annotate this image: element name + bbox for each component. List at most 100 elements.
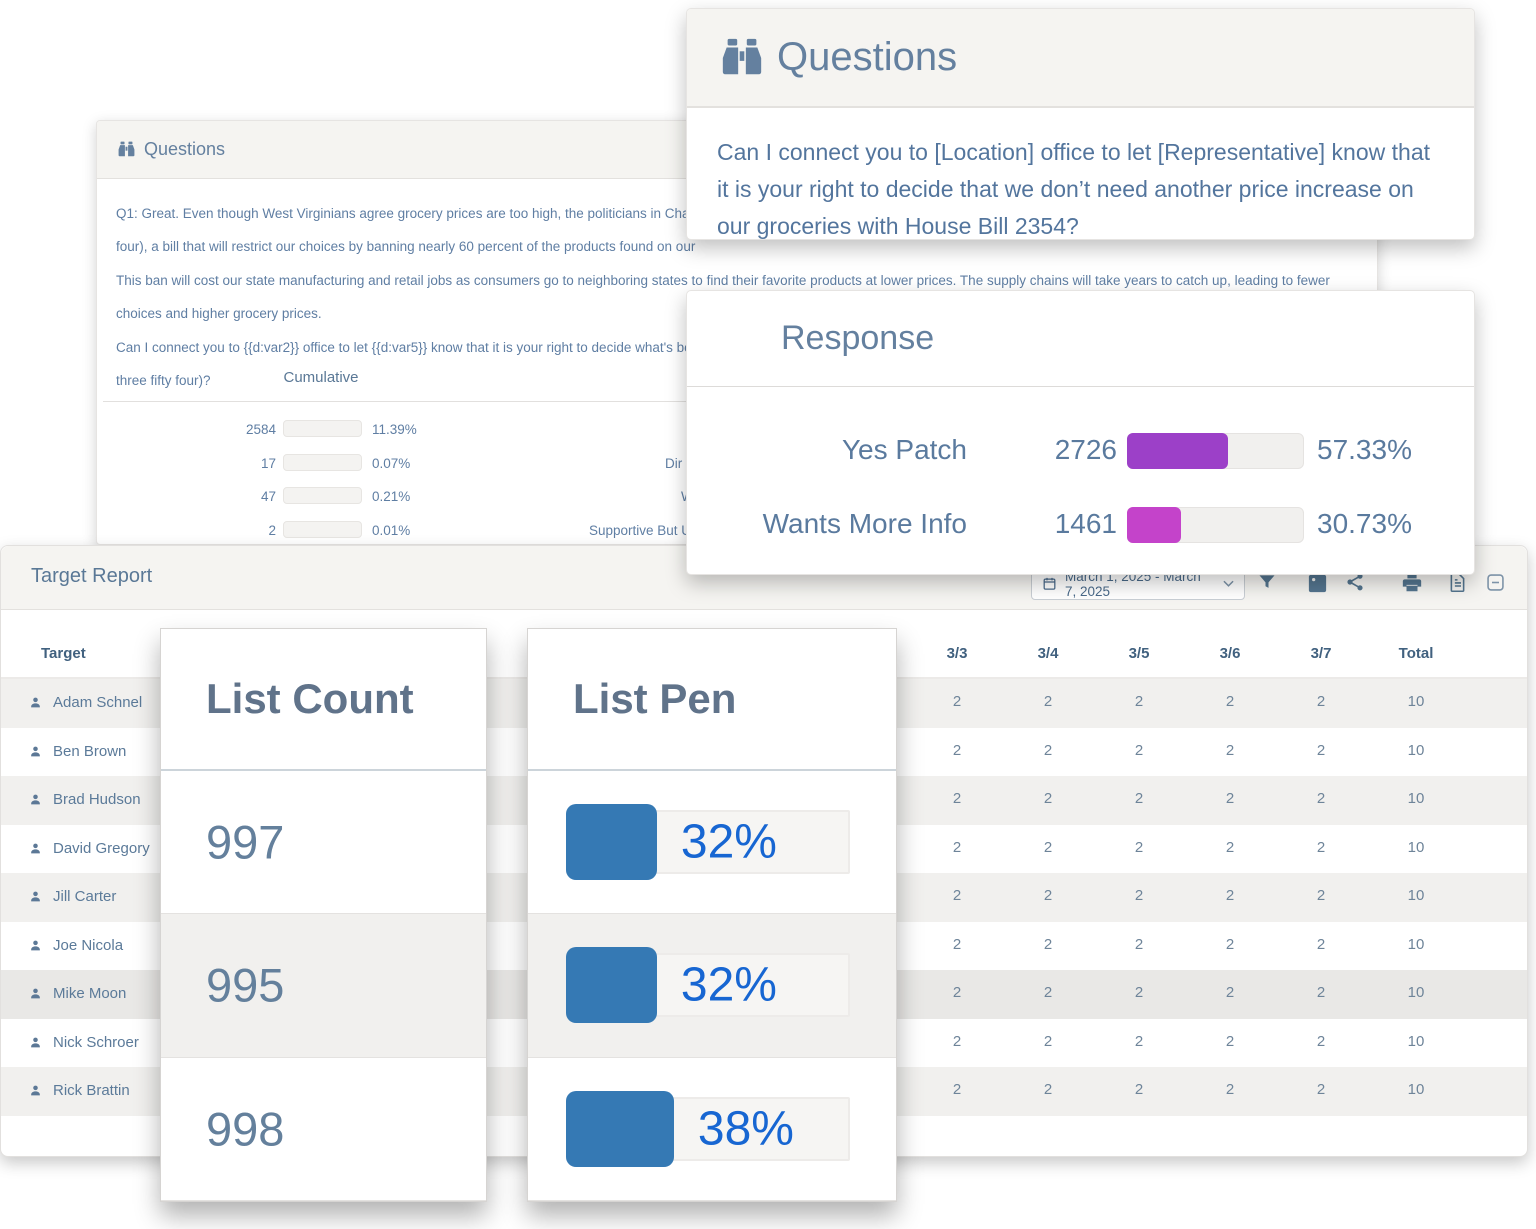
person-icon <box>29 842 42 855</box>
callout-title: List Count <box>206 675 414 722</box>
response-panel: Response Yes Patch 2726 57.33% Wants Mor… <box>686 290 1475 575</box>
target-name: Brad Hudson <box>53 791 141 808</box>
list-count-value: 998 <box>206 1102 285 1156</box>
cell-value: 2 <box>952 984 962 1001</box>
question-text: Can I connect you to [Location] office t… <box>717 139 1430 239</box>
response-row: Wants More Info 1461 30.73% <box>687 505 1474 545</box>
questions-detail-panel: Questions Can I connect you to [Location… <box>686 8 1475 240</box>
collapse-minus-icon[interactable] <box>1485 572 1506 593</box>
cell-value: 2 <box>1225 838 1235 856</box>
panel-title: Response <box>781 319 935 357</box>
list-pen-header: List Pen <box>528 629 896 771</box>
response-count: 1461 <box>1054 508 1117 539</box>
callout-title: List Pen <box>573 675 737 722</box>
column-header: 3/7 <box>1310 645 1332 662</box>
questions-detail-header: Questions <box>687 9 1474 108</box>
cell-value: 2 <box>1134 1032 1144 1050</box>
column-header-total: Total <box>1398 645 1434 662</box>
progress-track <box>283 420 362 437</box>
response-count: 47 <box>260 489 276 504</box>
cell-value: 2 <box>1134 887 1144 904</box>
table-row[interactable]: Joe Nicola 2 2 2 2 2 10 <box>1 922 1527 971</box>
panel-title: Questions <box>777 35 958 79</box>
progress-fill <box>1127 507 1182 543</box>
cumulative-row: 2 0.01% Supportive But Ur <box>97 519 1377 543</box>
report-document-button[interactable] <box>1447 572 1468 593</box>
target-name: Ben Brown <box>53 742 127 760</box>
cell-value: 2 <box>1316 790 1326 807</box>
response-percent: 30.73% <box>1317 508 1412 539</box>
person-icon <box>29 987 42 1000</box>
cell-value: 2 <box>1134 693 1144 710</box>
list-count-value: 995 <box>206 958 285 1012</box>
person-icon <box>29 793 42 806</box>
cell-value: 2 <box>952 887 962 904</box>
cell-value: 2 <box>952 1032 962 1050</box>
binoculars-icon <box>117 140 136 159</box>
progress-percent-label: 38% <box>697 1102 794 1156</box>
cell-value: 2 <box>1134 838 1144 856</box>
cell-total: 10 <box>1407 887 1425 904</box>
cell-value: 2 <box>1225 1032 1235 1050</box>
response-label: Yes Patch <box>841 434 967 465</box>
cell-value: 2 <box>1225 693 1235 710</box>
cell-value: 2 <box>952 1081 962 1098</box>
list-pen-callout: List Pen 32% 32% 38% <box>527 628 897 1202</box>
cumulative-column-header: Cumulative <box>283 369 359 386</box>
cell-value: 2 <box>1316 838 1326 856</box>
response-percent: 11.39% <box>372 422 417 437</box>
panel-title: Questions <box>144 139 226 159</box>
progress-track <box>283 521 362 538</box>
target-name: Jill Carter <box>53 888 117 905</box>
person-icon <box>29 890 42 903</box>
response-count: 17 <box>260 456 276 471</box>
question-text-line: choices and higher grocery prices. <box>116 306 322 322</box>
cell-total: 10 <box>1407 1032 1425 1050</box>
cell-value: 2 <box>952 838 962 856</box>
cell-total: 10 <box>1407 790 1425 807</box>
person-icon <box>29 745 42 758</box>
response-label-truncated: Supportive But Ur <box>589 523 696 538</box>
person-icon <box>29 1084 42 1097</box>
column-header: 3/6 <box>1219 645 1241 662</box>
cell-total: 10 <box>1407 838 1425 856</box>
progress-percent-label: 32% <box>680 815 777 869</box>
cell-total: 10 <box>1407 693 1425 710</box>
question-text-line: three fifty four)? <box>116 373 211 389</box>
progress-fill <box>1127 433 1229 469</box>
cell-value: 2 <box>1225 1081 1235 1098</box>
print-button[interactable] <box>1401 572 1423 594</box>
export-image-button[interactable] <box>1306 572 1329 595</box>
person-icon <box>29 696 42 709</box>
filter-button[interactable] <box>1257 572 1277 592</box>
response-percent: 0.07% <box>372 456 411 471</box>
cumulative-row: 2584 11.39% <box>97 418 1377 442</box>
column-header: 3/5 <box>1128 645 1150 662</box>
binoculars-icon <box>719 35 765 81</box>
table-row[interactable]: David Gregory 2 2 2 2 2 10 <box>1 825 1527 874</box>
target-name: Adam Schnel <box>53 694 143 711</box>
cell-value: 2 <box>1225 887 1235 904</box>
share-button[interactable] <box>1345 572 1365 592</box>
cell-value: 2 <box>1134 984 1144 1001</box>
table-row[interactable]: Nick Schroer 2 2 2 2 2 10 <box>1 1019 1527 1068</box>
cell-total: 10 <box>1407 935 1425 953</box>
cell-value: 2 <box>1316 1081 1326 1098</box>
list-count-cell: 998 <box>161 1058 486 1201</box>
person-icon <box>29 939 42 952</box>
list-count-header: List Count <box>161 629 486 771</box>
list-count-callout: List Count 997 995 998 <box>160 628 487 1202</box>
cell-value: 2 <box>1316 984 1326 1001</box>
response-percent: 0.21% <box>372 489 411 504</box>
column-header: 3/4 <box>1037 645 1059 662</box>
cell-value: 2 <box>952 790 962 807</box>
question-text-line: This ban will cost our state manufacturi… <box>116 272 1330 288</box>
cell-value: 2 <box>1043 838 1053 856</box>
calendar-icon <box>1042 576 1057 591</box>
cell-value: 2 <box>1225 741 1235 759</box>
cell-value: 2 <box>1134 935 1144 953</box>
table-row[interactable]: Ben Brown 2 2 2 2 2 10 <box>1 728 1527 777</box>
cell-value: 2 <box>1225 790 1235 807</box>
cell-value: 2 <box>1134 741 1144 759</box>
cell-value: 2 <box>1225 984 1235 1001</box>
